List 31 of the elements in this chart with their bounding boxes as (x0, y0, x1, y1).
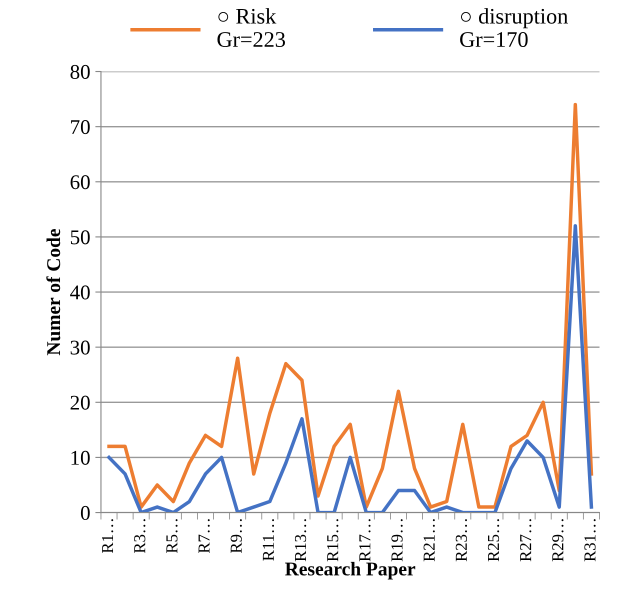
x-tick-label: R21… (424, 519, 435, 562)
x-tick-label: R31… (584, 519, 596, 562)
x-tick-label: R7… (198, 519, 210, 554)
x-tick-label: R9… (230, 519, 242, 554)
x-tick-label: R3… (134, 519, 146, 554)
y-tick-label: 0 (80, 506, 90, 520)
x-tick-label: R13… (294, 519, 306, 562)
x-axis-title: Research Paper (285, 562, 416, 580)
y-tick-label: 30 (70, 340, 90, 355)
x-tick-label: R29… (552, 519, 564, 562)
y-tick-label: 60 (70, 175, 90, 190)
x-tick-label: R19… (391, 519, 403, 562)
y-tick-label: 10 (72, 450, 90, 465)
line-series (107, 102, 594, 509)
line-series (107, 224, 594, 513)
x-tick-label: R17… (359, 519, 371, 562)
y-tick-label: 20 (70, 396, 90, 410)
legend-label: ○ Risk Gr=223 (217, 8, 285, 48)
y-tick-label: 80 (70, 64, 90, 79)
y-tick-label: 40 (70, 285, 90, 300)
x-tick-label: R25… (488, 519, 500, 562)
x-tick-label: R27… (520, 519, 532, 562)
legend-label: ○ disruption Gr=170 (460, 8, 568, 48)
x-tick-label: R5… (166, 519, 178, 554)
x-tick-label: R15… (327, 519, 338, 562)
y-axis-title: Numer of Code (46, 228, 60, 356)
x-tick-label: R23… (456, 519, 468, 562)
x-tick-label: R11… (262, 519, 274, 561)
x-tick-label: R1… (102, 519, 114, 554)
y-tick-label: 50 (70, 230, 90, 244)
y-tick-label: 70 (71, 120, 90, 134)
